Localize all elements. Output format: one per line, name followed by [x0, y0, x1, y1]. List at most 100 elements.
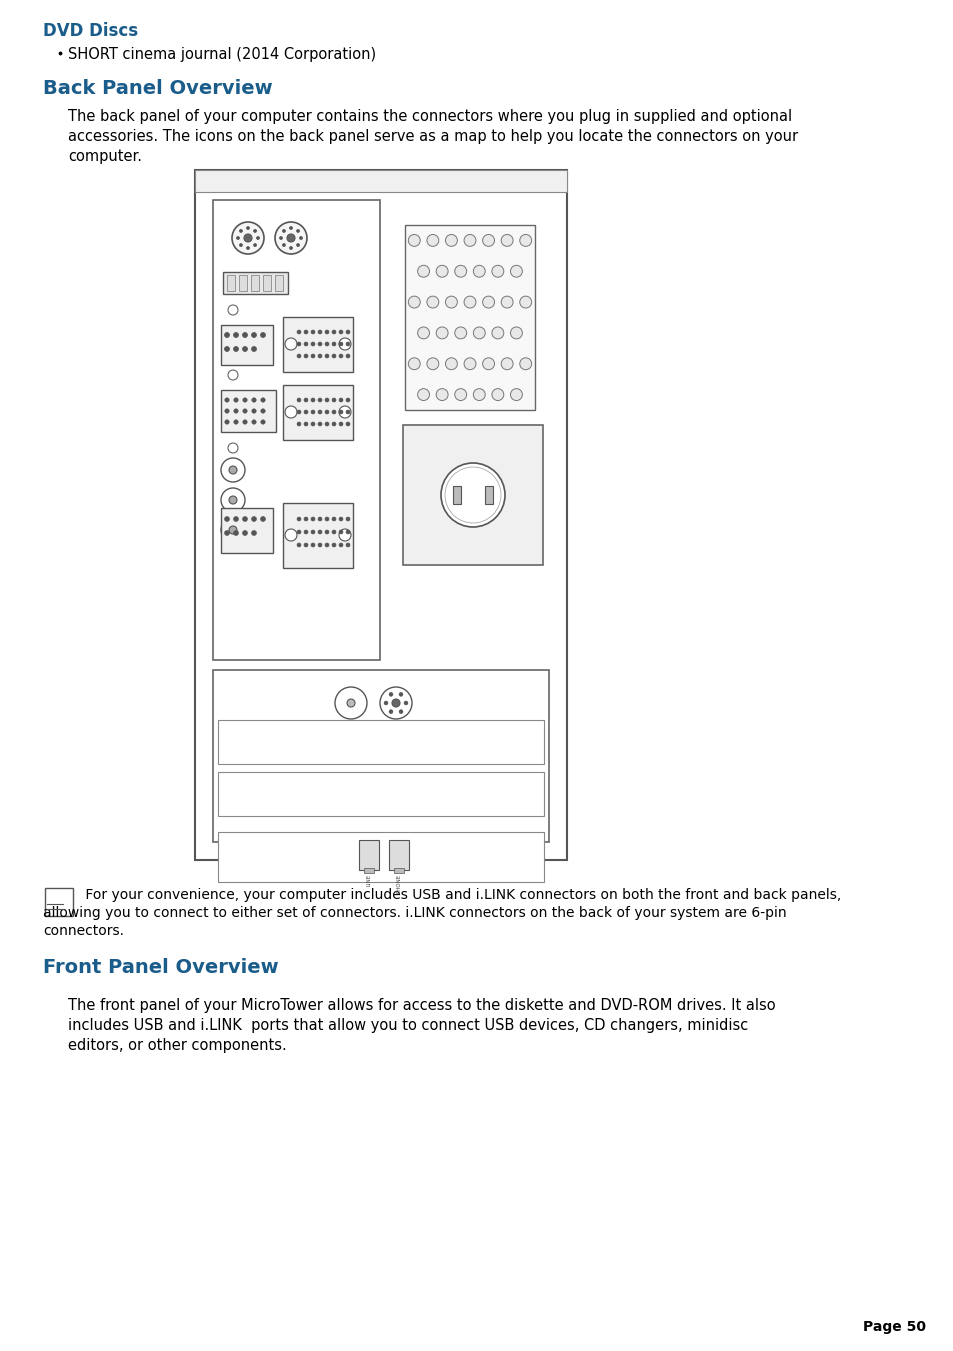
Circle shape: [221, 517, 245, 542]
Circle shape: [346, 517, 350, 521]
Bar: [194, 170, 566, 861]
Bar: [239, 276, 247, 290]
Circle shape: [253, 243, 256, 247]
Circle shape: [243, 409, 247, 413]
Circle shape: [221, 488, 245, 512]
Circle shape: [317, 543, 322, 547]
Circle shape: [229, 496, 236, 504]
Bar: [263, 276, 271, 290]
Circle shape: [317, 422, 322, 426]
Text: allowing you to connect to either set of connectors. i.LINK connectors on the ba: allowing you to connect to either set of…: [43, 907, 786, 920]
Circle shape: [311, 354, 314, 358]
Circle shape: [445, 358, 456, 370]
Text: Back Panel Overview: Back Panel Overview: [43, 78, 273, 99]
Text: For your convenience, your computer includes USB and i.LINK connectors on both t: For your convenience, your computer incl…: [81, 888, 841, 902]
Bar: [218, 832, 543, 882]
Circle shape: [224, 332, 230, 338]
Text: The front panel of your MicroTower allows for access to the diskette and DVD-ROM: The front panel of your MicroTower allow…: [68, 998, 775, 1013]
Circle shape: [252, 420, 256, 424]
Circle shape: [436, 265, 448, 277]
Circle shape: [296, 543, 301, 547]
Circle shape: [317, 330, 322, 334]
Circle shape: [338, 354, 343, 358]
Text: accessories. The icons on the back panel serve as a map to help you locate the c: accessories. The icons on the back panel…: [68, 128, 798, 145]
Circle shape: [398, 692, 402, 696]
Circle shape: [285, 407, 296, 417]
Circle shape: [346, 354, 350, 358]
Circle shape: [332, 422, 335, 426]
Bar: [283, 385, 353, 440]
Circle shape: [224, 516, 230, 521]
Circle shape: [260, 332, 265, 338]
Circle shape: [224, 531, 230, 535]
Circle shape: [252, 332, 256, 338]
Circle shape: [325, 530, 329, 534]
Bar: [389, 840, 409, 870]
Circle shape: [296, 230, 299, 232]
Circle shape: [252, 531, 256, 535]
Circle shape: [296, 354, 301, 358]
Circle shape: [445, 296, 456, 308]
Text: computer.: computer.: [68, 149, 142, 163]
Circle shape: [519, 358, 531, 370]
Circle shape: [338, 517, 343, 521]
Circle shape: [346, 409, 350, 413]
Circle shape: [463, 235, 476, 246]
Circle shape: [253, 230, 256, 232]
Circle shape: [455, 327, 466, 339]
Bar: [453, 486, 460, 504]
Circle shape: [325, 422, 329, 426]
Circle shape: [510, 327, 522, 339]
Circle shape: [325, 409, 329, 413]
Circle shape: [311, 399, 314, 403]
Circle shape: [260, 516, 265, 521]
Circle shape: [232, 222, 264, 254]
Circle shape: [274, 222, 307, 254]
Circle shape: [463, 296, 476, 308]
Circle shape: [500, 358, 513, 370]
Circle shape: [510, 389, 522, 400]
Circle shape: [242, 332, 247, 338]
Circle shape: [225, 420, 229, 424]
Bar: [213, 200, 379, 661]
Circle shape: [500, 296, 513, 308]
Circle shape: [221, 458, 245, 482]
Circle shape: [482, 358, 494, 370]
Circle shape: [335, 688, 367, 719]
Circle shape: [296, 342, 301, 346]
Bar: [45, 888, 73, 916]
Circle shape: [338, 543, 343, 547]
Circle shape: [332, 399, 335, 403]
Circle shape: [229, 466, 236, 474]
Bar: [194, 170, 566, 192]
Circle shape: [246, 227, 250, 230]
Circle shape: [519, 296, 531, 308]
Circle shape: [233, 332, 238, 338]
Bar: [223, 272, 288, 295]
Circle shape: [233, 516, 238, 521]
Text: Page 50: Page 50: [862, 1320, 925, 1333]
Circle shape: [236, 236, 239, 239]
Circle shape: [311, 409, 314, 413]
Circle shape: [519, 235, 531, 246]
Circle shape: [304, 342, 308, 346]
Circle shape: [455, 265, 466, 277]
Circle shape: [408, 296, 419, 308]
Circle shape: [317, 342, 322, 346]
Circle shape: [233, 531, 238, 535]
Text: editors, or other components.: editors, or other components.: [68, 1038, 287, 1052]
Circle shape: [279, 236, 282, 239]
Circle shape: [403, 701, 408, 705]
Circle shape: [408, 235, 419, 246]
Bar: [364, 867, 374, 873]
Circle shape: [332, 409, 335, 413]
Circle shape: [338, 422, 343, 426]
Circle shape: [440, 463, 504, 527]
Circle shape: [233, 397, 238, 403]
Circle shape: [338, 530, 351, 540]
Circle shape: [243, 397, 247, 403]
Circle shape: [473, 265, 485, 277]
Bar: [251, 276, 258, 290]
Circle shape: [252, 409, 256, 413]
Circle shape: [417, 327, 429, 339]
